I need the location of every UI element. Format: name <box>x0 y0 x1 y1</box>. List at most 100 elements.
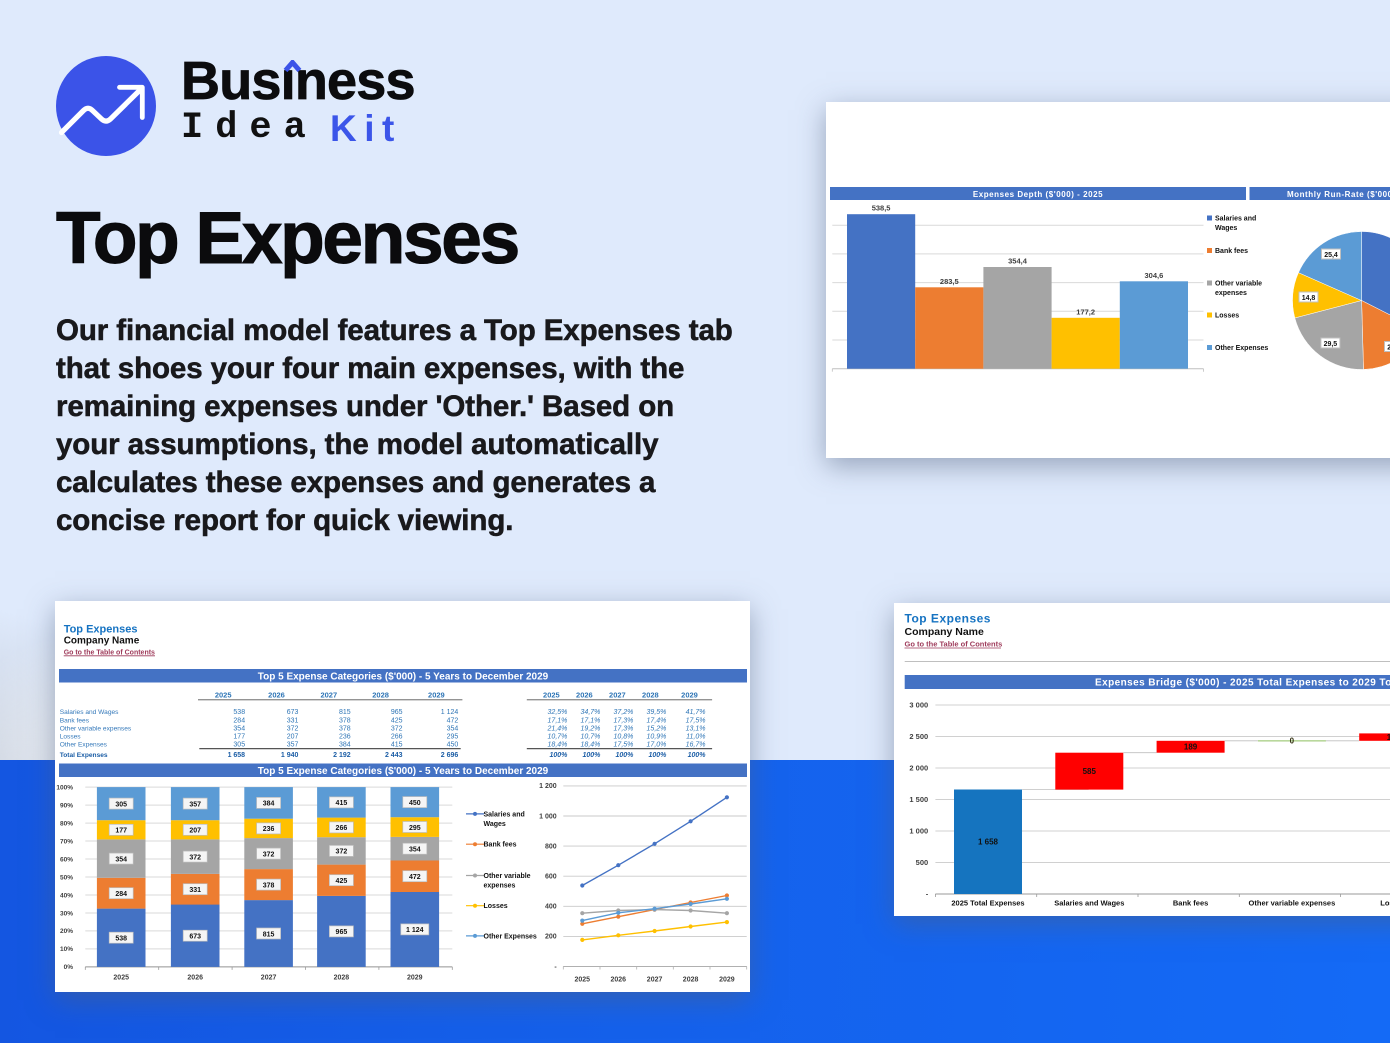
svg-text:400: 400 <box>545 904 557 911</box>
svg-text:118: 118 <box>1387 733 1390 742</box>
svg-text:Salaries and: Salaries and <box>484 811 525 818</box>
svg-text:2025: 2025 <box>575 976 591 983</box>
svg-text:177,2: 177,2 <box>1076 307 1095 316</box>
svg-text:284: 284 <box>115 891 127 898</box>
svg-text:Salaries and Wages: Salaries and Wages <box>1054 899 1124 908</box>
svg-text:100%: 100% <box>549 752 568 759</box>
svg-text:Salaries and Wages: Salaries and Wages <box>60 709 119 716</box>
svg-text:295: 295 <box>409 825 421 832</box>
svg-text:Bank fees: Bank fees <box>60 717 90 724</box>
svg-text:2029: 2029 <box>428 691 445 700</box>
svg-text:207: 207 <box>189 828 201 835</box>
svg-text:384: 384 <box>339 742 351 749</box>
svg-text:29,5: 29,5 <box>1324 341 1338 348</box>
svg-text:Losses: Losses <box>1215 313 1239 320</box>
svg-text:357: 357 <box>189 801 201 808</box>
svg-text:673: 673 <box>189 934 201 941</box>
svg-text:2026: 2026 <box>576 691 593 700</box>
svg-text:17,1%: 17,1% <box>548 717 568 724</box>
svg-text:2 192: 2 192 <box>333 752 351 759</box>
svg-text:2029: 2029 <box>681 691 698 700</box>
svg-text:30%: 30% <box>60 910 73 917</box>
svg-text:23,6: 23,6 <box>1387 345 1390 352</box>
svg-text:200: 200 <box>545 934 557 941</box>
svg-text:415: 415 <box>391 742 403 749</box>
svg-text:-: - <box>926 890 929 899</box>
svg-text:Bank fees: Bank fees <box>1173 899 1208 908</box>
svg-text:Expenses Bridge ($'000) - 2025: Expenses Bridge ($'000) - 2025 Total Exp… <box>1095 678 1390 689</box>
svg-text:2025 Total Expenses: 2025 Total Expenses <box>951 899 1024 908</box>
svg-text:Expenses Depth ($'000) - 2025: Expenses Depth ($'000) - 2025 <box>973 190 1103 199</box>
svg-text:305: 305 <box>233 742 245 749</box>
svg-text:10,7%: 10,7% <box>581 734 601 741</box>
svg-text:2027: 2027 <box>647 976 663 983</box>
svg-text:965: 965 <box>336 929 348 936</box>
svg-text:538: 538 <box>115 936 127 943</box>
svg-text:17,5%: 17,5% <box>686 717 706 724</box>
svg-text:2026: 2026 <box>611 976 627 983</box>
svg-text:2026: 2026 <box>268 691 285 700</box>
svg-text:13,1%: 13,1% <box>686 725 706 732</box>
svg-text:2028: 2028 <box>334 975 350 982</box>
svg-text:18,4%: 18,4% <box>548 742 568 749</box>
svg-text:Other variable expenses: Other variable expenses <box>60 725 132 732</box>
svg-text:425: 425 <box>391 717 403 724</box>
svg-text:10%: 10% <box>60 946 73 953</box>
svg-text:2025: 2025 <box>113 975 129 982</box>
svg-text:100%: 100% <box>582 752 601 759</box>
svg-text:10,9%: 10,9% <box>647 734 667 741</box>
svg-text:2025: 2025 <box>215 691 232 700</box>
svg-text:Company Name: Company Name <box>905 626 985 638</box>
svg-text:20%: 20% <box>60 928 73 935</box>
svg-text:2 500: 2 500 <box>909 732 928 741</box>
svg-text:815: 815 <box>339 709 351 716</box>
svg-text:266: 266 <box>336 825 348 832</box>
svg-text:Losses: Losses <box>60 734 82 741</box>
svg-text:2027: 2027 <box>609 691 626 700</box>
svg-text:Top 5 Expense Categories ($'00: Top 5 Expense Categories ($'000) - 5 Yea… <box>258 671 549 682</box>
svg-text:2027: 2027 <box>261 975 277 982</box>
svg-text:1 000: 1 000 <box>909 827 928 836</box>
svg-text:Wages: Wages <box>1215 225 1237 232</box>
svg-text:283,5: 283,5 <box>940 277 959 286</box>
svg-text:expenses: expenses <box>484 883 516 890</box>
svg-text:Go to the Table of Contents: Go to the Table of Contents <box>64 649 155 656</box>
svg-text:305: 305 <box>115 801 127 808</box>
svg-text:Total Expenses: Total Expenses <box>60 752 108 759</box>
svg-text:331: 331 <box>287 717 299 724</box>
svg-text:2029: 2029 <box>719 976 735 983</box>
svg-text:354: 354 <box>409 847 421 854</box>
svg-text:372: 372 <box>189 854 201 861</box>
svg-text:266: 266 <box>391 734 403 741</box>
svg-text:1 500: 1 500 <box>909 795 928 804</box>
svg-text:41,7%: 41,7% <box>686 709 706 716</box>
svg-text:0: 0 <box>1290 737 1295 746</box>
svg-text:177: 177 <box>233 734 245 741</box>
svg-text:450: 450 <box>447 742 459 749</box>
svg-text:21,4%: 21,4% <box>547 725 568 732</box>
svg-text:Other variable: Other variable <box>1215 281 1262 288</box>
svg-text:32,5%: 32,5% <box>548 709 568 716</box>
svg-text:236: 236 <box>339 734 351 741</box>
svg-text:2027: 2027 <box>320 691 337 700</box>
svg-text:1 940: 1 940 <box>281 752 299 759</box>
svg-text:236: 236 <box>263 826 275 833</box>
svg-text:Go to the Table of Contents: Go to the Table of Contents <box>905 639 1003 648</box>
svg-text:39,5%: 39,5% <box>647 709 667 716</box>
svg-text:1 124: 1 124 <box>406 927 424 934</box>
svg-text:472: 472 <box>409 874 421 881</box>
svg-text:357: 357 <box>287 742 299 749</box>
svg-text:1 200: 1 200 <box>539 783 557 790</box>
svg-text:295: 295 <box>447 734 459 741</box>
svg-text:673: 673 <box>287 709 299 716</box>
svg-text:372: 372 <box>336 849 348 856</box>
svg-text:Top Expenses: Top Expenses <box>905 611 991 625</box>
svg-text:1 658: 1 658 <box>228 752 246 759</box>
svg-text:25,4: 25,4 <box>1324 252 1338 259</box>
svg-text:2 696: 2 696 <box>441 752 459 759</box>
svg-text:2 443: 2 443 <box>385 752 403 759</box>
svg-text:2025: 2025 <box>543 691 560 700</box>
svg-text:Other Expenses: Other Expenses <box>60 742 108 749</box>
svg-text:100%: 100% <box>648 752 667 759</box>
svg-text:354: 354 <box>447 725 459 732</box>
